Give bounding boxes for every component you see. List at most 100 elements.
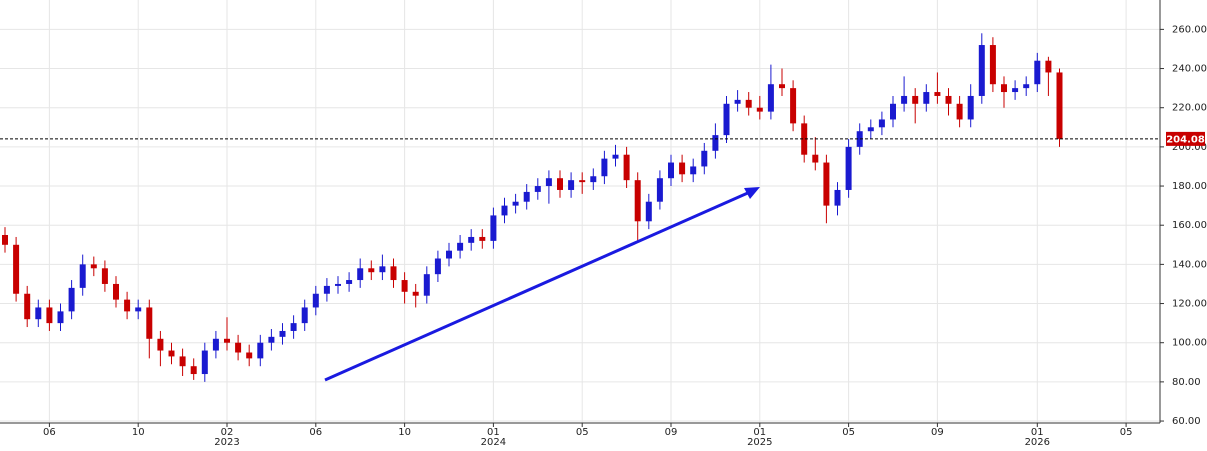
candle-body (890, 103, 896, 120)
candle-body (24, 293, 31, 320)
candle-body (978, 45, 985, 96)
x-tick-label: 05 (1120, 427, 1133, 438)
x-tick-label: 10 (132, 427, 145, 438)
candle-body (956, 103, 963, 120)
candle-body (989, 45, 996, 85)
y-tick-label: 60.00 (1172, 416, 1201, 427)
candle-body (679, 162, 686, 175)
candle-body (545, 178, 552, 187)
candle-body (68, 287, 75, 312)
trend-arrow-head (744, 187, 760, 199)
y-tick-label: 140.00 (1172, 259, 1207, 270)
x-tick-label: 05 (576, 427, 589, 438)
candle-body (468, 236, 475, 243)
candle-body (301, 307, 308, 324)
candle-body (401, 280, 408, 292)
candle-body (390, 266, 397, 281)
y-tick-label: 160.00 (1172, 220, 1207, 231)
x-year-label: 2026 (1025, 437, 1050, 448)
candle-body (90, 264, 97, 269)
candle-body (412, 291, 419, 296)
candle-body (346, 280, 353, 284)
x-tick-label: 05 (842, 427, 855, 438)
y-tick-label: 260.00 (1172, 24, 1207, 35)
candle-body (523, 191, 530, 202)
candle-body (135, 307, 142, 312)
x-year-label: 2024 (481, 437, 506, 448)
x-tick-label: 01 (1031, 427, 1044, 438)
x-year-label: 2025 (747, 437, 772, 448)
candle-body (157, 338, 164, 351)
x-tick-label: 06 (43, 427, 56, 438)
candle-body (590, 176, 597, 183)
candle-body (612, 154, 619, 159)
candle-body (501, 205, 508, 216)
x-tick-label: 01 (753, 427, 766, 438)
candle-body (1034, 60, 1041, 85)
candle-body (878, 119, 885, 128)
candle-body (901, 95, 908, 104)
candle-body (79, 264, 86, 288)
candle-body (923, 92, 930, 104)
candle-body (834, 189, 841, 206)
candle-body (568, 180, 575, 190)
axes: 60.00 80.00 100.00 120.00 140.00 160.00 180.00… (43, 24, 1207, 448)
y-tick-label: 80.00 (1172, 377, 1201, 388)
candle-body (734, 99, 741, 104)
x-year-label: 2023 (214, 437, 239, 448)
candle-body (712, 135, 719, 151)
x-tick-label: 02 (221, 427, 234, 438)
candle-body (645, 201, 652, 222)
trend-arrow-line (324, 190, 751, 382)
candle-body (934, 92, 941, 96)
candle-body (856, 131, 863, 147)
x-tick-label: 09 (931, 427, 944, 438)
candle-body (656, 178, 663, 202)
candle-body (46, 307, 53, 324)
last-price-label: 204.08 (1166, 134, 1205, 145)
candle-body (623, 154, 630, 181)
candle-body (557, 178, 563, 190)
candle-body (1023, 84, 1030, 89)
candle-body (912, 95, 919, 104)
y-tick-label: 120.00 (1172, 299, 1207, 310)
y-tick-label: 240.00 (1172, 64, 1207, 75)
candle-body (290, 323, 297, 331)
candle-body (279, 330, 286, 337)
candle-body (212, 338, 219, 351)
y-tick-label: 220.00 (1172, 103, 1207, 114)
candle-body (723, 103, 730, 136)
candle-body (812, 154, 819, 163)
candle-body (235, 342, 242, 353)
candles (0, 33, 1160, 382)
candle-body (1012, 88, 1019, 93)
candle-body (1045, 60, 1052, 73)
candle-body (101, 268, 108, 284)
candle-body (190, 366, 197, 375)
grid (0, 0, 1160, 423)
candle-body (801, 123, 808, 155)
candle-body (490, 215, 497, 241)
candle-body (634, 180, 641, 222)
candle-body (335, 283, 341, 286)
candle-body (701, 150, 708, 167)
candle-body (823, 162, 830, 206)
candle-body (1056, 72, 1063, 139)
x-tick-label: 01 (487, 427, 500, 438)
candle-body (179, 356, 186, 367)
candle-body (268, 336, 275, 343)
candle-body (312, 293, 319, 308)
candle-body (13, 244, 20, 294)
candle-body (113, 283, 119, 300)
candle-body (446, 250, 452, 259)
candle-body (35, 307, 42, 320)
candle-body (1001, 84, 1007, 93)
candle-body (124, 299, 131, 312)
candle-body (434, 258, 441, 275)
x-tick-label: 10 (398, 427, 411, 438)
y-tick-label: 100.00 (1172, 338, 1207, 349)
candle-body (579, 180, 586, 183)
candle-body (668, 162, 674, 179)
